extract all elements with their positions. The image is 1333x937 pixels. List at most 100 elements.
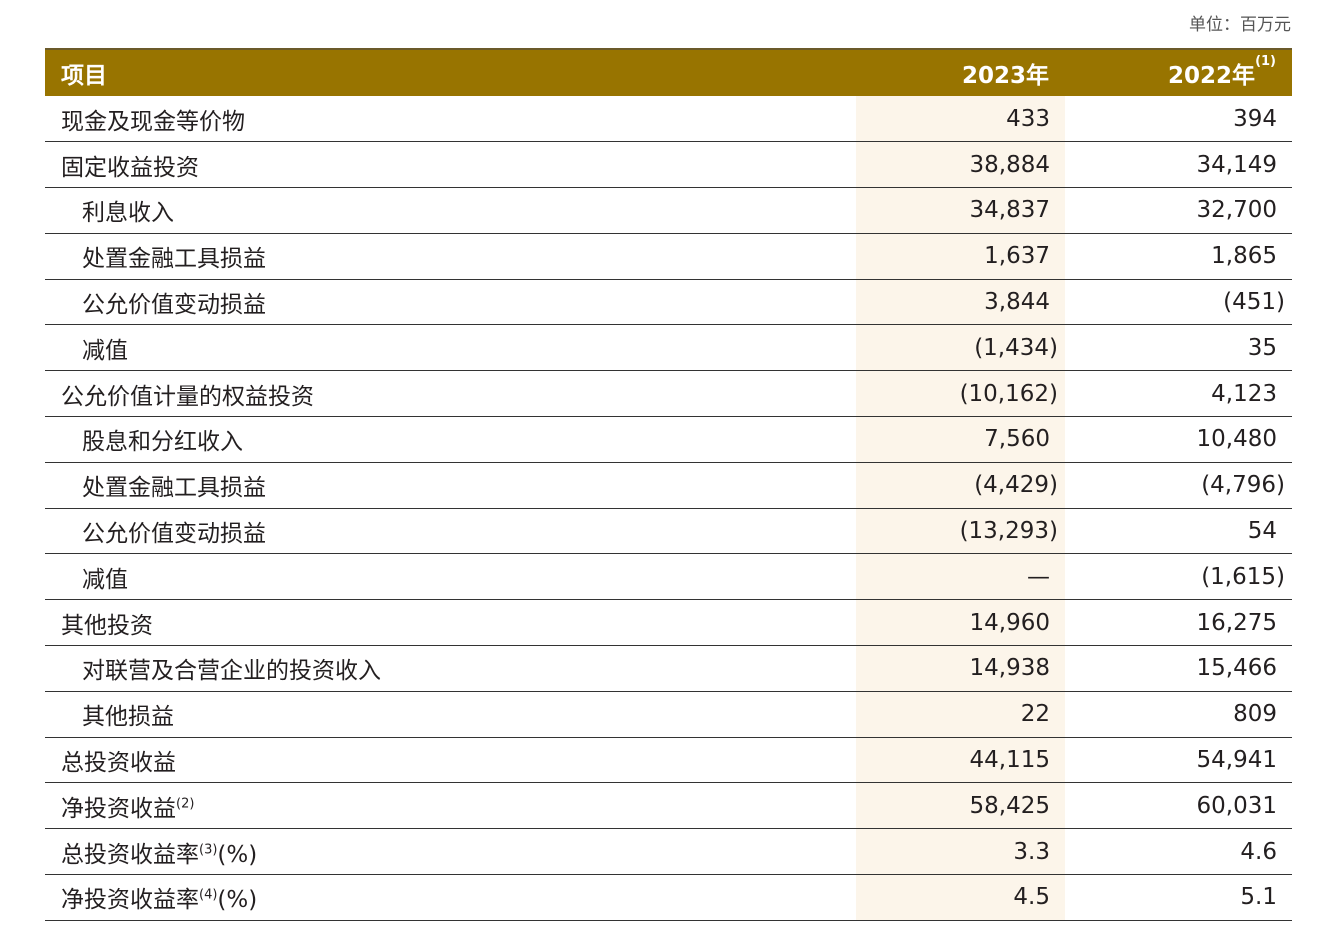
row-label: 处置金融工具损益 [45, 233, 856, 279]
value-2023-text: (4,429) [974, 472, 1058, 499]
row-label-text: 对联营及合营企业的投资收入 [82, 658, 381, 685]
value-2022-text: 60,031 [1196, 792, 1277, 819]
value-2023-text: 38,884 [969, 151, 1050, 178]
value-2022-text: 54 [1247, 518, 1277, 545]
value-2023: (4,429) [856, 462, 1065, 509]
table-row: 净投资收益率(4)(%) 4.5 5.1 [45, 874, 1292, 921]
value-2023: — [856, 553, 1065, 600]
value-2022: 60,031 [1065, 783, 1292, 829]
table-row: 公允价值变动损益 3,844 (451) [45, 279, 1292, 325]
footnote-ref: (1) [1255, 54, 1276, 69]
value-2023-text: 22 [1020, 701, 1050, 728]
value-2022-text: (451) [1223, 289, 1285, 316]
value-2022: 15,466 [1065, 646, 1292, 692]
table-row: 现金及现金等价物 433 394 [45, 96, 1292, 142]
value-2023: (13,293) [856, 508, 1065, 554]
value-2022-text: 809 [1233, 701, 1277, 728]
value-2023: 14,938 [856, 645, 1065, 692]
footnote-ref: (2) [176, 796, 195, 812]
row-label-text: 固定收益投资 [61, 154, 199, 181]
value-2022-text: 4.6 [1240, 838, 1277, 865]
value-2023-text: 14,938 [969, 655, 1050, 682]
row-label: 对联营及合营企业的投资收入 [45, 646, 856, 692]
value-2023-text: — [1027, 563, 1050, 590]
value-2023: 34,837 [856, 187, 1065, 234]
table-header: 项目 2023年 2022年(1) [45, 49, 1292, 96]
value-2023-text: 44,115 [969, 747, 1050, 774]
value-2023: 433 [856, 96, 1065, 142]
value-2022: 5.1 [1065, 875, 1292, 921]
row-label: 固定收益投资 [45, 142, 856, 188]
row-label-text: 公允价值计量的权益投资 [61, 383, 314, 410]
value-2023: (10,162) [856, 370, 1065, 417]
value-2023-text: (13,293) [959, 518, 1058, 545]
table-row: 固定收益投资 38,884 34,149 [45, 141, 1292, 188]
row-label: 现金及现金等价物 [45, 96, 856, 142]
row-label-text: 总投资收益率 [61, 841, 199, 868]
row-label: 净投资收益(2) [45, 783, 856, 829]
value-2023-text: (1,434) [974, 334, 1058, 361]
value-2023-text: 433 [1006, 105, 1050, 132]
table-row: 处置金融工具损益 1,637 1,865 [45, 233, 1292, 280]
value-2022: 394 [1065, 96, 1292, 142]
row-label-text: 减值 [82, 337, 128, 364]
row-label-text: 公允价值变动损益 [82, 292, 266, 319]
value-2023-text: (10,162) [959, 380, 1058, 407]
value-2022-text: 1,865 [1211, 243, 1277, 270]
value-2022-text: 10,480 [1196, 426, 1277, 453]
value-2022: 35 [1065, 325, 1292, 371]
value-2022: 809 [1065, 691, 1292, 737]
header-2023: 2023年 [856, 49, 1065, 96]
value-2023: 7,560 [856, 416, 1065, 463]
value-2022: 16,275 [1065, 600, 1292, 646]
value-2023: 22 [856, 691, 1065, 738]
value-2022-text: 16,275 [1196, 609, 1277, 636]
value-2023-text: 58,425 [969, 792, 1050, 819]
value-2023-text: 7,560 [984, 426, 1050, 453]
row-label: 处置金融工具损益 [45, 462, 856, 508]
value-2022: 1,865 [1065, 233, 1292, 279]
row-label-text: 净投资收益 [61, 795, 176, 822]
row-label: 公允价值变动损益 [45, 279, 856, 325]
table-row: 对联营及合营企业的投资收入 14,938 15,466 [45, 645, 1292, 692]
row-label-text: 其他损益 [82, 704, 174, 731]
row-label-text: 股息和分红收入 [82, 429, 243, 456]
table-row: 股息和分红收入 7,560 10,480 [45, 416, 1292, 463]
value-2022: 10,480 [1065, 417, 1292, 463]
value-2022-text: 34,149 [1196, 151, 1277, 178]
table-row: 总投资收益率(3)(%) 3.3 4.6 [45, 828, 1292, 875]
value-2022: (4,796) [1065, 462, 1292, 508]
row-label-text: 现金及现金等价物 [61, 108, 245, 135]
row-label-text: 净投资收益率 [61, 887, 199, 914]
value-2023: (1,434) [856, 324, 1065, 371]
value-2023: 58,425 [856, 782, 1065, 829]
value-2022: 32,700 [1065, 188, 1292, 234]
value-2022-text: 54,941 [1196, 747, 1277, 774]
value-2023: 4.5 [856, 874, 1065, 921]
row-label: 公允价值变动损益 [45, 508, 856, 554]
row-label-suffix: (%) [217, 887, 258, 914]
table-row: 其他投资 14,960 16,275 [45, 599, 1292, 646]
value-2023-text: 3.3 [1013, 838, 1050, 865]
row-label: 利息收入 [45, 188, 856, 234]
value-2022-text: (1,615) [1201, 563, 1285, 590]
table-row: 公允价值变动损益 (13,293) 54 [45, 508, 1292, 554]
header-item: 项目 [61, 63, 107, 89]
table-row: 总投资收益 44,115 54,941 [45, 737, 1292, 783]
table-row: 净投资收益(2) 58,425 60,031 [45, 782, 1292, 829]
row-label-text: 总投资收益 [61, 750, 176, 777]
value-2022-text: 394 [1233, 105, 1277, 132]
header-2022-label: 2022年 [1168, 63, 1256, 89]
value-2022-text: 35 [1247, 334, 1277, 361]
table-row: 其他损益 22 809 [45, 691, 1292, 738]
value-2022: (451) [1065, 279, 1292, 325]
row-label: 公允价值计量的权益投资 [45, 371, 856, 417]
value-2023-text: 1,637 [984, 243, 1050, 270]
value-2022: (1,615) [1065, 554, 1292, 600]
unit-label: 单位：百万元 [1189, 15, 1291, 35]
value-2023: 3,844 [856, 279, 1065, 325]
value-2023-text: 4.5 [1013, 884, 1050, 911]
value-2023: 38,884 [856, 141, 1065, 188]
row-label-text: 处置金融工具损益 [82, 246, 266, 273]
row-label-text: 其他投资 [61, 612, 153, 639]
